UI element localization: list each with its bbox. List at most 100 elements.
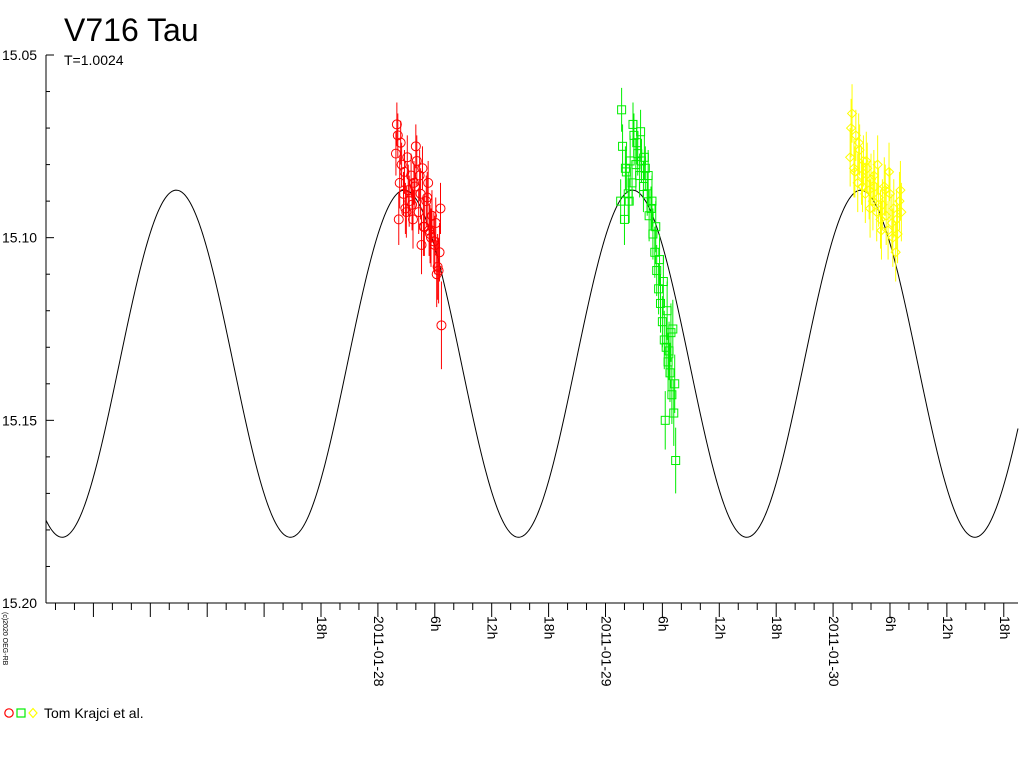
- data-point-diamond: [846, 108, 858, 119]
- data-point-diamond: [856, 170, 867, 181]
- data-point-diamond: [883, 166, 895, 178]
- data-point-square: [668, 324, 678, 334]
- data-point-diamond: [891, 214, 902, 225]
- data-point-circle: [410, 141, 421, 152]
- data-point-circle: [411, 155, 422, 166]
- data-point-circle: [421, 196, 432, 207]
- legend-circle-icon: [4, 708, 14, 718]
- data-point-square: [671, 456, 681, 466]
- data-point-diamond: [854, 144, 865, 156]
- legend-square-icon: [16, 708, 26, 718]
- data-point-diamond: [880, 184, 891, 196]
- data-point-diamond: [862, 163, 873, 174]
- legend: Tom Krajci et al.: [4, 704, 144, 722]
- data-point-circle: [416, 239, 427, 250]
- data-point-diamond: [876, 225, 887, 236]
- x-tick-label: 6h: [883, 616, 899, 632]
- data-point-circle: [424, 225, 435, 236]
- data-point-circle: [403, 185, 414, 196]
- legend-label: Tom Krajci et al.: [44, 705, 144, 721]
- series-circle: [390, 102, 447, 370]
- chart-subtitle: T=1.0024: [64, 52, 124, 68]
- data-point-circle: [392, 130, 403, 141]
- legend-diamond-icon: [28, 707, 38, 719]
- data-point-circle: [417, 163, 428, 174]
- data-point-circle: [396, 159, 407, 170]
- data-point-circle: [395, 137, 406, 148]
- data-point-square: [663, 357, 673, 367]
- data-point-circle: [429, 239, 440, 250]
- data-point-circle: [435, 203, 446, 214]
- data-point-square: [650, 247, 660, 257]
- data-point-circle: [418, 221, 429, 232]
- x-tick-label: 18h: [997, 616, 1013, 639]
- data-point-circle: [408, 177, 419, 188]
- data-points: [390, 84, 907, 494]
- data-point-diamond: [861, 155, 872, 167]
- data-point-square: [652, 266, 662, 276]
- data-point-square: [669, 408, 679, 418]
- data-point-diamond: [892, 228, 903, 240]
- data-point-circle: [399, 166, 410, 177]
- x-tick-label: 2011-01-30: [826, 616, 842, 687]
- data-point-square: [660, 415, 670, 425]
- data-point-circle: [401, 207, 412, 218]
- data-point-diamond: [853, 137, 864, 148]
- x-tick-label: 18h: [769, 616, 785, 639]
- data-point-circle: [431, 269, 442, 280]
- x-tick-label: 6h: [655, 616, 671, 632]
- model-curve: [45, 189, 1019, 538]
- axes: 15.05 15.10 15.15 15.20 18h 2011-01-28 6h 12h 18…: [2, 47, 1018, 687]
- legend-marker-icons: [4, 707, 38, 719]
- y-tick-label: 15.10: [2, 230, 37, 246]
- data-point-diamond: [845, 122, 857, 134]
- legend-markers: [4, 707, 38, 719]
- series-square: [616, 87, 681, 494]
- data-point-square: [636, 127, 646, 137]
- data-point-circle: [423, 177, 434, 188]
- data-point-square: [619, 214, 629, 224]
- data-point-diamond: [879, 181, 890, 192]
- data-point-diamond: [868, 170, 880, 181]
- data-point-diamond: [895, 184, 906, 196]
- data-point-square: [670, 379, 680, 389]
- data-point-circle: [422, 192, 433, 203]
- data-point-diamond: [844, 152, 856, 163]
- x-tick-label: 18h: [542, 616, 558, 639]
- data-point-diamond: [880, 210, 892, 221]
- x-tick-label: 18h: [314, 616, 330, 639]
- data-point-square: [648, 229, 658, 239]
- x-tick-label: 12h: [485, 616, 501, 639]
- data-point-diamond: [864, 203, 876, 214]
- x-tick-label: 12h: [712, 616, 728, 639]
- data-point-circle: [393, 214, 404, 225]
- data-point-diamond: [872, 159, 883, 170]
- data-point-circle: [436, 320, 447, 331]
- data-point-square: [655, 298, 665, 308]
- data-point-diamond: [896, 206, 907, 218]
- data-point-circle: [402, 152, 413, 163]
- data-point-diamond: [849, 166, 861, 178]
- x-tick-label: 6h: [428, 616, 444, 632]
- data-point-square: [617, 105, 627, 115]
- data-point-circle: [391, 119, 402, 130]
- data-point-circle: [414, 170, 425, 181]
- data-point-square: [665, 368, 675, 378]
- data-point-diamond: [871, 206, 882, 218]
- data-point-diamond: [887, 232, 899, 243]
- data-point-diamond: [857, 181, 868, 192]
- y-tick-label: 15.20: [2, 595, 37, 611]
- chart-title: V716 Tau: [64, 12, 199, 48]
- y-tick-label: 15.05: [2, 47, 37, 63]
- data-point-square: [618, 141, 628, 151]
- data-point-square: [620, 163, 630, 173]
- data-point-diamond: [848, 163, 860, 174]
- y-tick-label: 15.15: [2, 412, 37, 428]
- data-point-circle: [407, 199, 418, 210]
- data-point-square: [654, 284, 664, 294]
- model-sine-line: [45, 189, 1019, 538]
- data-point-circle: [407, 214, 418, 225]
- data-point-circle: [432, 261, 443, 272]
